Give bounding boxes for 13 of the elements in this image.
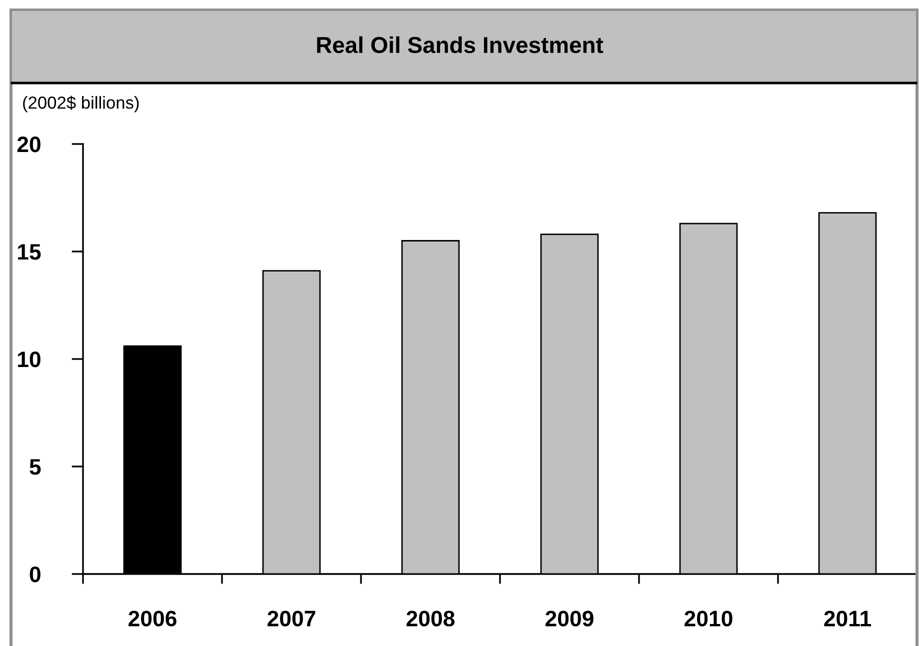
y-tick-label: 15 (18, 244, 41, 260)
x-tick-label: 2006 (128, 610, 176, 626)
x-tick-label: 2010 (684, 610, 732, 626)
y-tick-label: 5 (30, 459, 41, 475)
y-tick-label: 0 (30, 566, 40, 582)
x-tick-label: 2009 (546, 610, 594, 626)
chart-title: Real Oil Sands Investment (317, 36, 604, 54)
x-tick-label: 2008 (406, 610, 455, 626)
x-tick-label: 2011 (824, 610, 871, 626)
y-axis-title: (2002$ billions) (23, 96, 139, 112)
y-tick-label: 20 (17, 136, 40, 152)
x-tick-label: 2007 (268, 610, 316, 626)
y-tick-label: 10 (18, 352, 40, 368)
